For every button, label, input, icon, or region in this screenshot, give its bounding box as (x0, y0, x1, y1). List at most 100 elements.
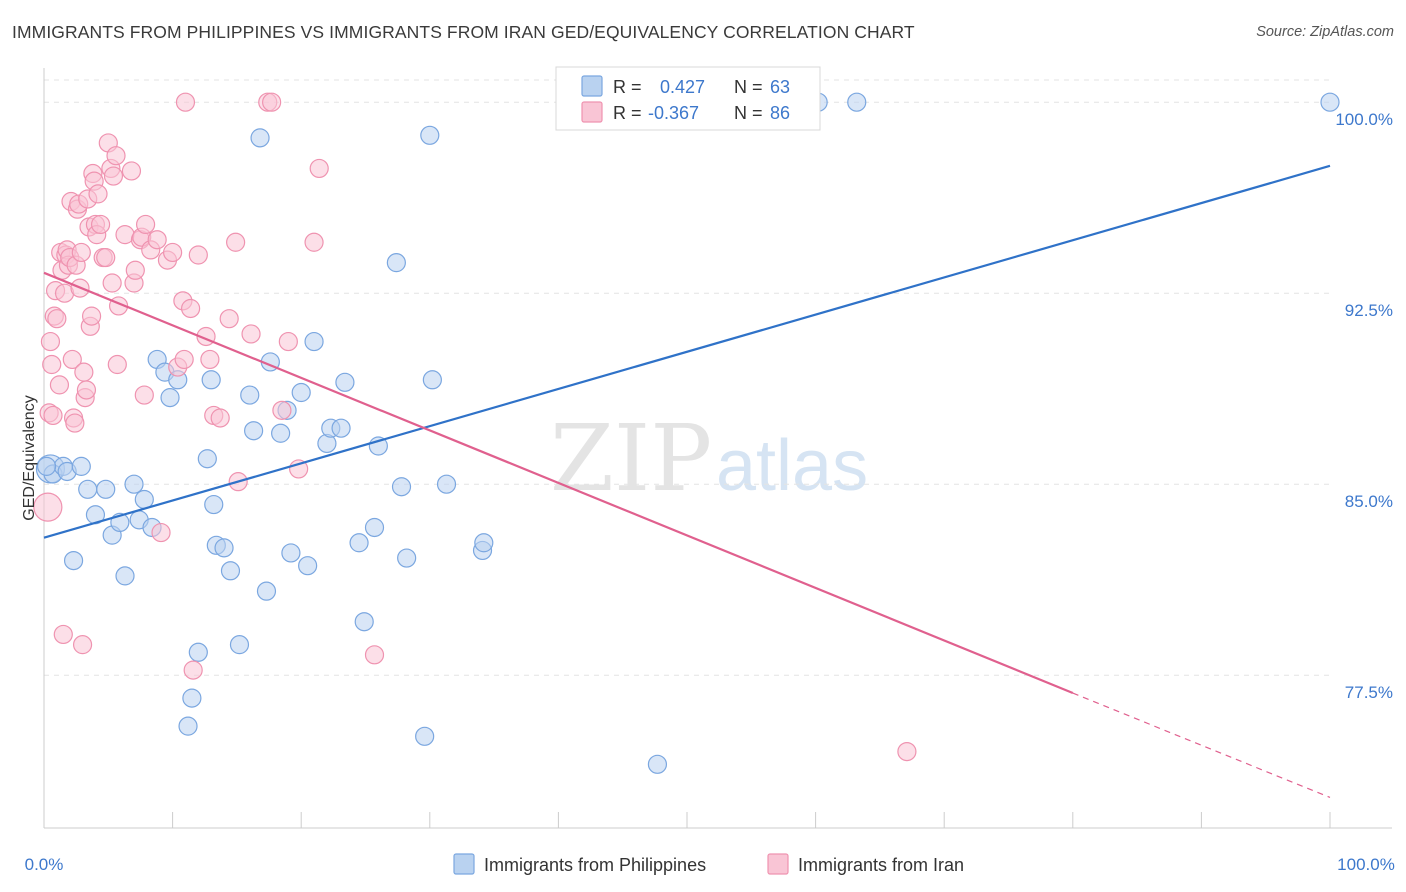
y-tick-label: 100.0% (1335, 110, 1393, 129)
point-philippines (256, 581, 277, 601)
point-philippines (78, 479, 98, 499)
axes (43, 68, 1392, 829)
watermark-atlas: atlas (716, 426, 868, 506)
watermark-zip: ZIP (550, 405, 712, 512)
point-iran (49, 375, 70, 395)
point-philippines (271, 423, 291, 443)
point-iran (90, 214, 111, 235)
gridlines (44, 79, 1330, 676)
bottom-legend-label-iran: Immigrants from Iran (798, 855, 964, 875)
point-iran (134, 385, 154, 405)
point-philippines (182, 688, 202, 708)
point-iran (42, 354, 62, 375)
point-philippines (291, 382, 311, 403)
point-iran (135, 214, 156, 235)
point-iran (188, 245, 208, 265)
trend-lines (43, 164, 1331, 798)
legend-n-label-philippines: N = (734, 77, 763, 97)
point-philippines (71, 456, 91, 476)
legend-r-label-iran: R = (613, 103, 642, 123)
point-philippines (124, 474, 144, 494)
point-iran (174, 349, 194, 370)
point-philippines (96, 479, 116, 499)
bottom-legend-swatch-philippines (453, 853, 475, 875)
point-philippines (335, 372, 355, 392)
point-philippines (240, 385, 260, 405)
legend-r-value-philippines: 0.427 (660, 77, 705, 97)
x-tick-label-min: 0.0% (25, 855, 64, 874)
point-philippines (160, 388, 180, 408)
point-iran (121, 161, 142, 181)
point-iran (76, 380, 97, 400)
point-philippines (847, 92, 867, 112)
y-axis-title: GED/Equivalency (21, 395, 38, 520)
point-iran (53, 624, 73, 645)
point-iran (107, 354, 127, 375)
point-philippines (436, 474, 457, 494)
legend-swatch-iran (581, 101, 603, 123)
point-philippines (178, 716, 198, 736)
legend-n-value-iran: 86 (770, 103, 790, 123)
point-philippines (204, 494, 224, 515)
point-philippines (304, 331, 324, 352)
point-iran (43, 405, 63, 426)
point-iran (272, 400, 292, 420)
point-philippines (298, 556, 318, 576)
x-tick-label-max: 100.0% (1337, 855, 1395, 874)
point-philippines (36, 456, 57, 476)
point-iran (200, 349, 220, 370)
point-philippines (397, 548, 417, 568)
point-philippines (250, 128, 270, 148)
point-philippines (214, 538, 234, 558)
point-iran (241, 324, 261, 344)
point-philippines (188, 642, 208, 662)
point-iran (175, 92, 196, 112)
point-iran (163, 242, 183, 263)
point-iran (96, 247, 116, 268)
point-iran (226, 232, 246, 252)
point-iran (47, 309, 67, 329)
point-philippines (420, 125, 440, 145)
legend-r-value-iran: -0.367 (648, 103, 699, 123)
point-iran (106, 146, 126, 166)
point-philippines (220, 561, 241, 581)
point-iran (33, 492, 63, 522)
point-philippines (197, 449, 217, 469)
point-philippines (386, 253, 406, 273)
point-philippines (391, 477, 412, 497)
y-tick-label: 92.5% (1345, 301, 1393, 320)
trend-line-iran-extrapolated (1072, 692, 1331, 798)
point-iran (40, 331, 61, 352)
point-iran (183, 660, 203, 680)
point-iran (65, 413, 85, 433)
point-philippines (331, 418, 351, 438)
legend-n-value-philippines: 63 (770, 77, 790, 97)
point-iran (88, 184, 108, 204)
y-tick-label: 85.0% (1345, 492, 1393, 511)
point-philippines (1320, 92, 1340, 112)
legend-swatch-philippines (581, 75, 603, 97)
bottom-legend-label-philippines: Immigrants from Philippines (484, 855, 706, 875)
point-philippines (63, 550, 84, 571)
point-philippines (349, 533, 369, 553)
point-iran (219, 309, 239, 329)
legend-n-label-iran: N = (734, 103, 763, 123)
y-tick-labels: 100.0% 92.5% 85.0% 77.5% (1335, 110, 1393, 702)
point-philippines (201, 370, 221, 390)
point-iran (81, 306, 102, 326)
point-philippines (244, 421, 264, 441)
point-iran (304, 232, 324, 252)
point-philippines (415, 726, 435, 746)
point-philippines (354, 612, 374, 632)
watermark: ZIP atlas (550, 405, 868, 512)
point-iran (147, 230, 167, 250)
point-iran (62, 349, 82, 370)
point-iran (181, 298, 201, 319)
chart-source: Source: ZipAtlas.com (1256, 24, 1394, 40)
series-legend: Immigrants from Philippines Immigrants f… (453, 853, 964, 875)
point-philippines (474, 533, 494, 553)
point-philippines (364, 517, 385, 538)
point-iran (71, 242, 91, 263)
point-philippines (115, 566, 135, 586)
y-tick-label: 77.5% (1345, 683, 1393, 702)
